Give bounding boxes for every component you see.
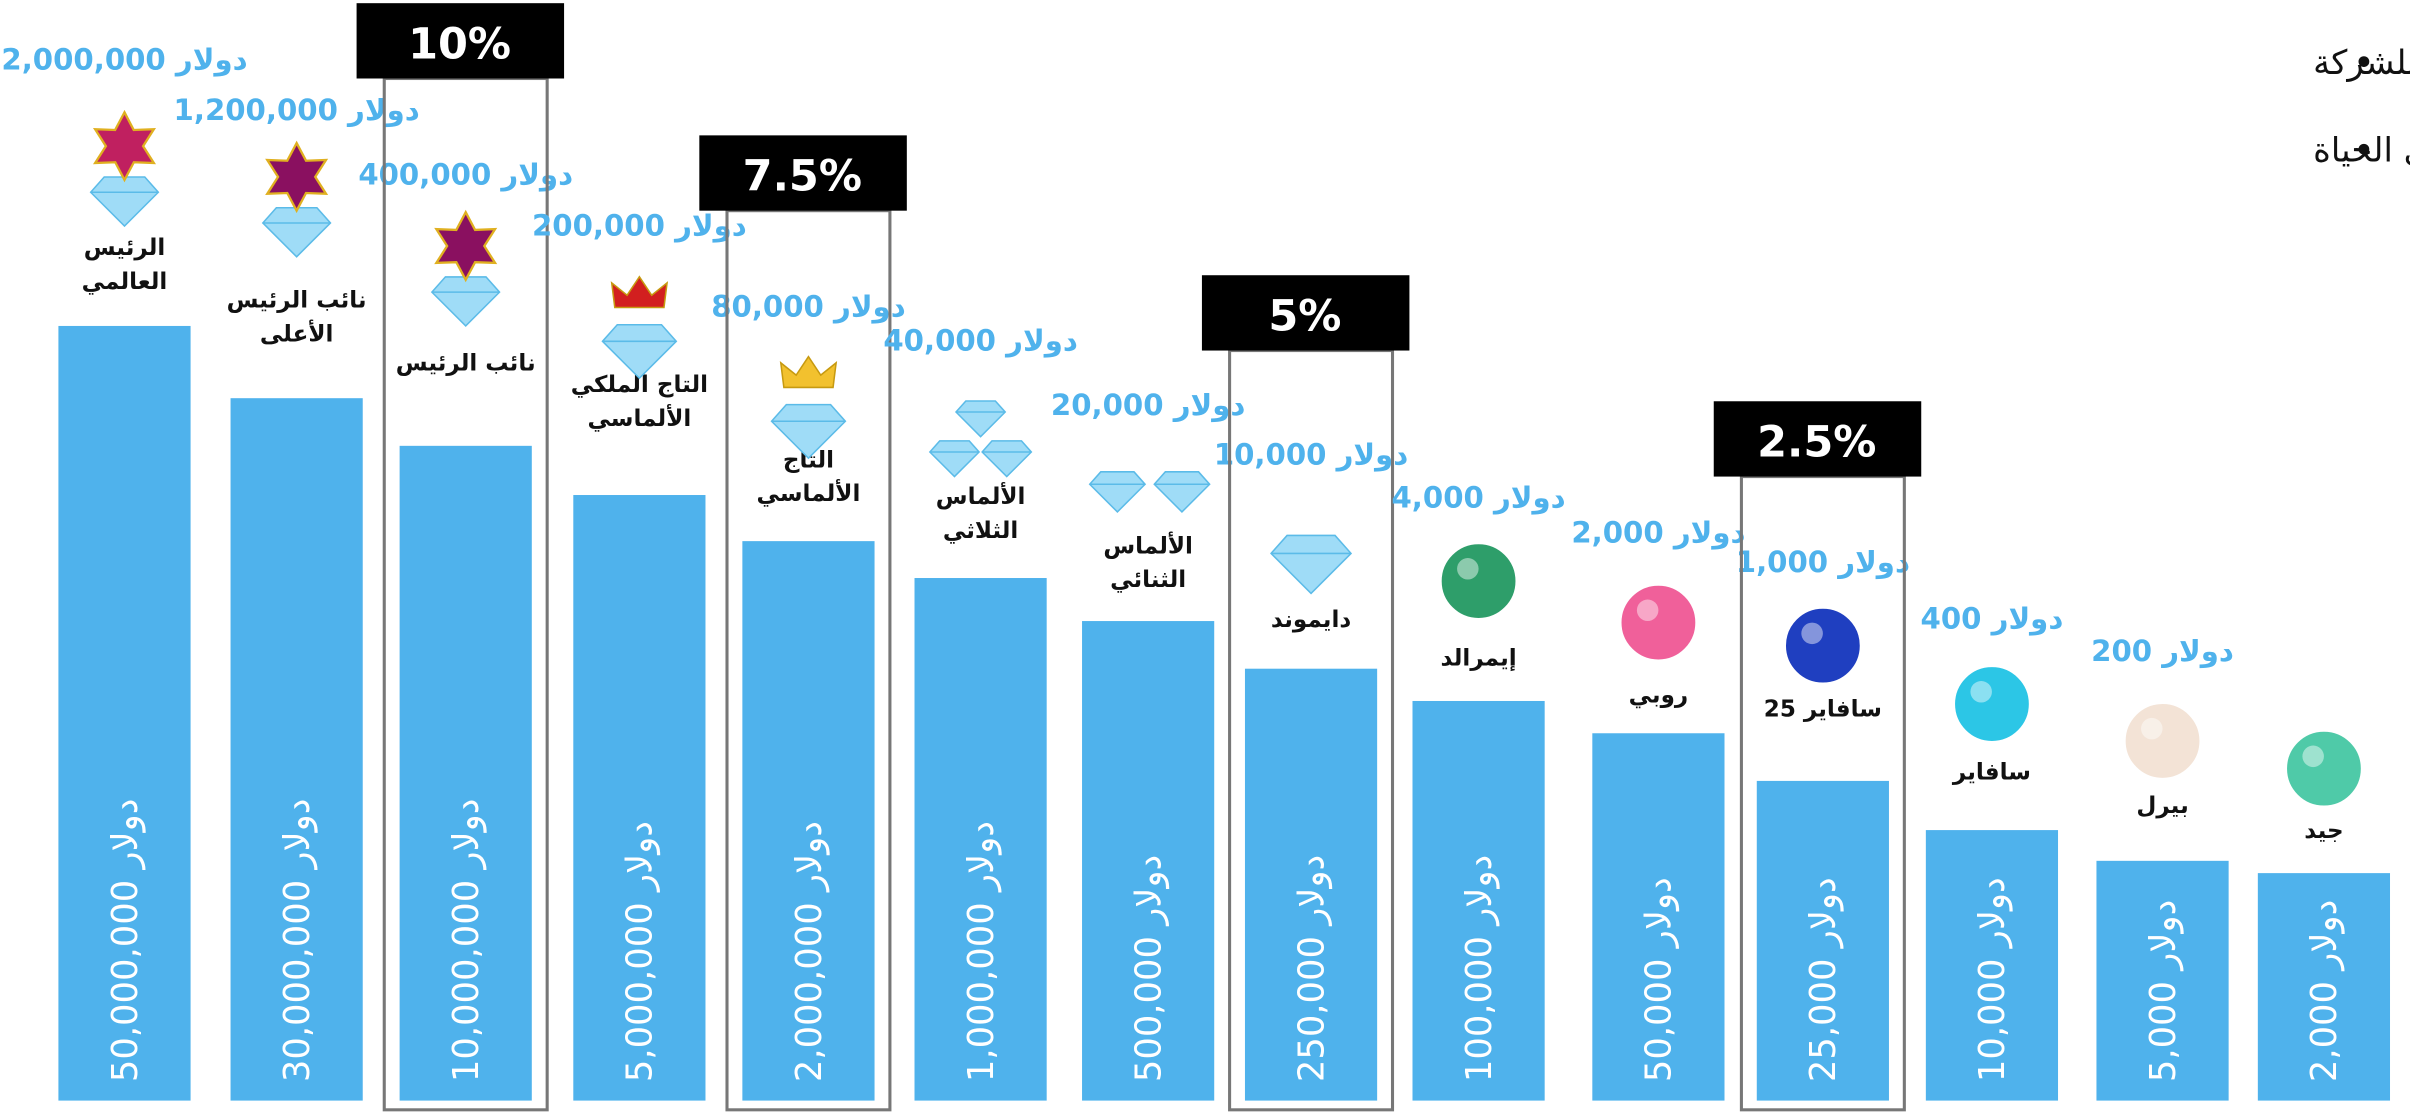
rank-label: إيمرالد (1440, 646, 1516, 672)
infographic: اكسب من الإيرادات العالمية للشركة اكسب مد… (0, 0, 2410, 1113)
volume-label: دولار 1,000,000 (961, 821, 1002, 1082)
rank-label: الألماس (936, 481, 1026, 510)
volume-label: دولار 500,000 (1128, 855, 1169, 1082)
reward-label: 2,000,000 دولار (1, 42, 247, 76)
reward-label: دولار 200,000 (532, 208, 747, 242)
rank-label: سافاير 25 (1764, 696, 1882, 722)
volume-label: دولار 5,000,000 (620, 821, 661, 1082)
gem-shine (2302, 746, 2324, 768)
diamond-icon (956, 401, 1005, 437)
bullet-text: اكسب مدى الحياة (2313, 130, 2410, 169)
rank-label: الألماسي (757, 478, 861, 507)
percent-label: 2.5% (1757, 418, 1876, 468)
percent-label: 7.5% (743, 152, 862, 202)
reward-label: دولار 400,000 (358, 158, 573, 192)
gem-shine (2141, 718, 2163, 740)
reward-label: دولار 2,000 (1571, 516, 1745, 550)
volume-label: دولار 2,000 (2304, 900, 2345, 1082)
gem-icon (1784, 607, 1861, 684)
volume-label: دولار 2,000,000 (789, 821, 830, 1082)
rank-label: نائب الرئيس (227, 288, 367, 314)
reward-label: دولار 40,000 (883, 324, 1077, 358)
rank-label: الألماسي (587, 403, 691, 432)
crown-icon (781, 357, 836, 388)
gem-shine (1801, 623, 1823, 645)
rank-label: الأعلى (260, 318, 334, 347)
volume-label: دولار 10,000,000 (446, 798, 487, 1082)
gem-shine (1637, 600, 1659, 622)
diamond-icon (263, 208, 331, 257)
volume-label: دولار 10,000 (1972, 877, 2013, 1082)
gem-icon (1954, 666, 2031, 743)
gem-shine (1970, 681, 1992, 703)
reward-label: دولار 10,000 (1214, 437, 1408, 471)
rank-label: الثلاثي (943, 518, 1018, 544)
gem-shine (1457, 558, 1479, 580)
volume-label: دولار 30,000,000 (277, 798, 318, 1082)
gem-icon (1440, 543, 1517, 620)
volume-label: دولار 250,000 (1291, 855, 1332, 1082)
percent-label: 10% (408, 20, 511, 70)
body: {"bullets":["اكسب من الإيرادات العالمية … (0, 0, 2410, 1113)
volume-label: دولار 25,000 (1803, 877, 1844, 1082)
diamond-icon (930, 441, 979, 477)
gem-icon (2286, 730, 2363, 807)
rank-label: الألماس (1103, 530, 1193, 559)
rank-label: روبي (1629, 683, 1689, 709)
bullet-text: اكسب من الإيرادات العالمية للشركة (2313, 43, 2410, 83)
crown-icon (612, 277, 667, 308)
reward-label: دولار 80,000 (711, 290, 905, 324)
star-icon (436, 212, 495, 280)
percent-label: 5% (1268, 292, 1341, 342)
star-icon (267, 143, 326, 211)
rank-label: جيد (2304, 818, 2343, 844)
rank-label: نائب الرئيس (396, 351, 536, 377)
diamond-icon (1090, 472, 1145, 512)
volume-label: دولار 5,000 (2143, 900, 2184, 1082)
rank-label: دايموند (1271, 607, 1351, 633)
reward-label: دولار 200 (2091, 634, 2234, 668)
reward-label: دولار 400 (1921, 602, 2064, 636)
star-icon (95, 112, 154, 180)
rank-label: سافاير (1952, 759, 2031, 785)
volume-label: دولار 50,000,000 (105, 798, 146, 1082)
rank-label: الرئيس (84, 235, 166, 261)
diamond-icon (432, 277, 500, 326)
gem-icon (1620, 584, 1697, 661)
volume-label: دولار 50,000 (1639, 877, 1680, 1082)
diamond-icon (1271, 535, 1351, 593)
gem-icon (2124, 703, 2201, 780)
diamond-icon (982, 441, 1031, 477)
reward-label: دولار 20,000 (1051, 388, 1245, 422)
rank-label: العالمي (82, 269, 168, 295)
diamond-icon (1154, 472, 1209, 512)
page: html,body{margin:0;padding:0;background:… (0, 0, 2410, 1113)
rank-label: بيرل (2136, 793, 2188, 819)
diamond-icon (91, 177, 159, 226)
diamond-icon (603, 325, 677, 378)
rank-label: الثنائي (1110, 567, 1186, 593)
reward-label: دولار 1,000 (1736, 545, 1910, 579)
reward-label: دولار 4,000 (1392, 480, 1566, 514)
volume-label: دولار 100,000 (1459, 855, 1500, 1082)
